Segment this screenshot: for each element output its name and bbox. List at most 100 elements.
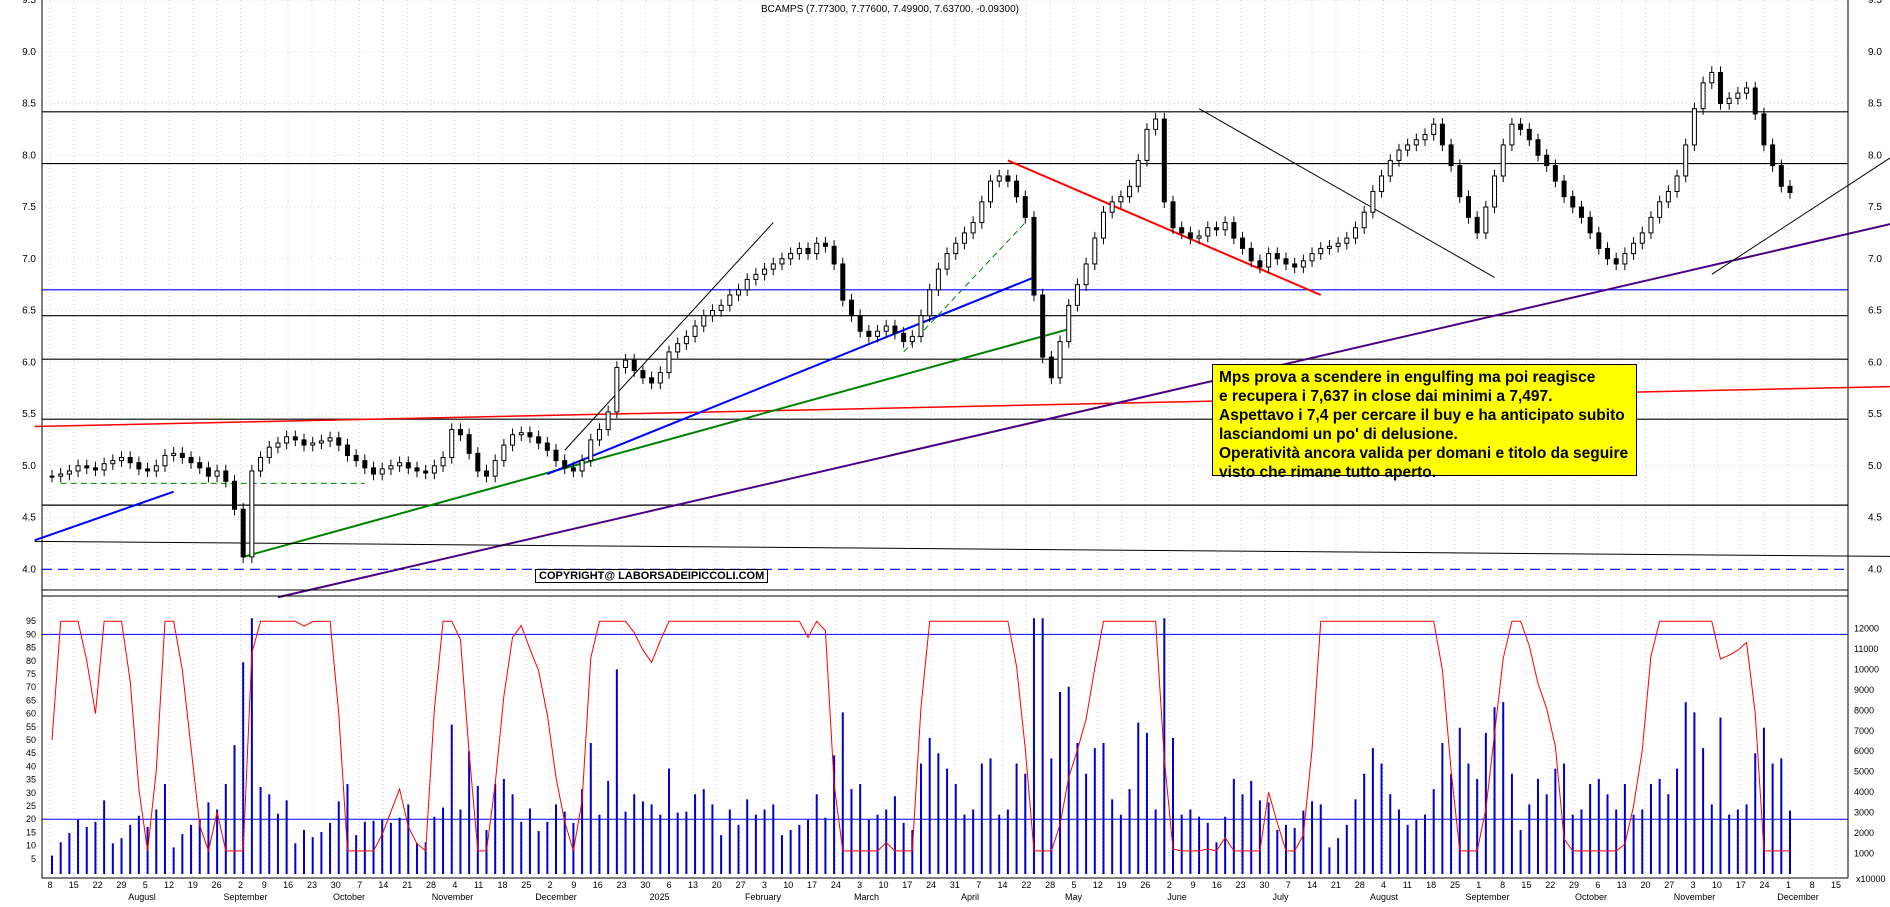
candle-body bbox=[1274, 253, 1280, 260]
date-tick-label: 30 bbox=[331, 880, 341, 890]
candle-body bbox=[292, 436, 298, 441]
oscillator-tick-label: 90 bbox=[26, 629, 36, 639]
candle-body bbox=[848, 299, 854, 317]
volume-tick-label: 2000 bbox=[1854, 828, 1874, 838]
candle-body bbox=[1205, 227, 1211, 237]
candle-body bbox=[1405, 144, 1411, 151]
candle-body bbox=[49, 475, 55, 478]
candle-body bbox=[536, 436, 542, 444]
date-tick-label: 20 bbox=[712, 880, 722, 890]
date-tick-label: 27 bbox=[736, 880, 746, 890]
candle-body bbox=[657, 372, 663, 384]
candle-body bbox=[961, 232, 967, 244]
date-tick-label: 7 bbox=[357, 880, 362, 890]
date-tick-label: 23 bbox=[1236, 880, 1246, 890]
candle-body bbox=[1544, 154, 1550, 167]
candle-body bbox=[388, 465, 394, 470]
annotation-line: lasciandomi un po' di delusione. bbox=[1219, 426, 1458, 443]
candle-body bbox=[683, 335, 689, 345]
candle-body bbox=[466, 434, 472, 454]
date-tick-label: 26 bbox=[212, 880, 222, 890]
oscillator-tick-label: 20 bbox=[26, 814, 36, 824]
date-tick-label: 8 bbox=[47, 880, 52, 890]
candle-body bbox=[1379, 175, 1385, 192]
blue-short-trendline bbox=[34, 490, 174, 542]
candle-body bbox=[840, 263, 846, 301]
candle-body bbox=[701, 315, 707, 327]
candle-body bbox=[1396, 149, 1402, 161]
oscillator-line bbox=[51, 620, 1790, 853]
price-tick-label-right: 6.0 bbox=[1868, 357, 1882, 368]
candle-body bbox=[1752, 87, 1758, 115]
candle-body bbox=[1170, 201, 1176, 229]
month-label: July bbox=[1272, 892, 1289, 902]
candle-body bbox=[927, 289, 933, 317]
candle-body bbox=[788, 253, 794, 260]
candle-body bbox=[1596, 232, 1602, 249]
month-label: April bbox=[961, 892, 979, 902]
candle-body bbox=[1370, 190, 1376, 213]
price-tick-label-right: 9.0 bbox=[1868, 47, 1882, 58]
price-tick-label-right: 8.5 bbox=[1868, 99, 1882, 110]
copyright-label: COPYRIGHT@ LABORSADEIPICCOLI.COM bbox=[535, 568, 769, 583]
candle-body bbox=[1213, 227, 1219, 231]
candle-body bbox=[205, 467, 211, 477]
candle-body bbox=[1309, 253, 1315, 262]
candle-body bbox=[1153, 118, 1159, 130]
date-tick-label: 4 bbox=[452, 880, 457, 890]
candle-body bbox=[744, 278, 750, 291]
price-tick-label-left: 9.5 bbox=[22, 0, 36, 6]
candle-body bbox=[953, 242, 959, 255]
candle-body bbox=[1335, 242, 1341, 247]
oscillator-tick-label: 10 bbox=[26, 841, 36, 851]
price-tick-label-right: 4.0 bbox=[1868, 564, 1882, 575]
candle-body bbox=[1561, 180, 1567, 198]
candle-body bbox=[336, 437, 342, 446]
candle-body bbox=[831, 245, 837, 265]
date-tick-label: 28 bbox=[1045, 880, 1055, 890]
candle-body bbox=[692, 325, 698, 337]
candle-body bbox=[249, 470, 255, 558]
candle-body bbox=[1222, 222, 1228, 231]
candle-body bbox=[822, 242, 828, 247]
black-recent-trendline bbox=[1711, 157, 1890, 275]
candle-body bbox=[1761, 113, 1767, 146]
candle-body bbox=[1040, 294, 1046, 358]
date-tick-label: 3 bbox=[762, 880, 767, 890]
candle-body bbox=[223, 470, 229, 482]
candle-body bbox=[1187, 232, 1193, 239]
candle-body bbox=[1326, 245, 1332, 249]
date-tick-label: 13 bbox=[688, 880, 698, 890]
candle-body bbox=[310, 442, 316, 446]
candle-body bbox=[623, 359, 629, 368]
black-up-trendline bbox=[564, 222, 774, 451]
candle-body bbox=[1127, 185, 1133, 198]
price-tick-label-left: 8.5 bbox=[22, 99, 36, 110]
date-tick-label: 28 bbox=[426, 880, 436, 890]
price-tick-label-left: 4.0 bbox=[22, 564, 36, 575]
volume-tick-label: 7000 bbox=[1854, 726, 1874, 736]
date-tick-label: 25 bbox=[1450, 880, 1460, 890]
month-label: May bbox=[1065, 892, 1083, 902]
month-label: October bbox=[333, 892, 365, 902]
date-tick-label: 26 bbox=[1140, 880, 1150, 890]
candle-body bbox=[1674, 175, 1680, 192]
candle-body bbox=[1135, 159, 1141, 187]
date-tick-label: 7 bbox=[1286, 880, 1291, 890]
oscillator-tick-label: 85 bbox=[26, 643, 36, 653]
candle-body bbox=[988, 180, 994, 203]
date-tick-label: 20 bbox=[1640, 880, 1650, 890]
candle-body bbox=[1744, 87, 1750, 94]
candle-body bbox=[883, 325, 889, 332]
candle-body bbox=[918, 315, 924, 337]
candle-body bbox=[440, 457, 446, 467]
date-tick-label: 17 bbox=[807, 880, 817, 890]
date-tick-label: 8 bbox=[1500, 880, 1505, 890]
date-tick-label: 9 bbox=[571, 880, 576, 890]
oscillator-tick-label: 70 bbox=[26, 682, 36, 692]
volume-tick-label: 6000 bbox=[1854, 746, 1874, 756]
candle-body bbox=[1283, 258, 1289, 265]
candle-body bbox=[84, 465, 90, 469]
price-tick-label-left: 6.5 bbox=[22, 306, 36, 317]
candle-body bbox=[1787, 185, 1793, 194]
